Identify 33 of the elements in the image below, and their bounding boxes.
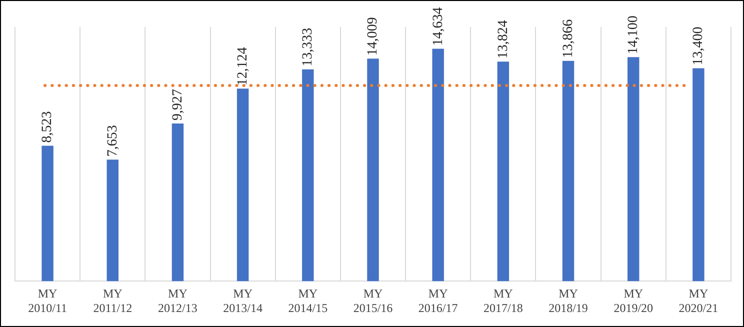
bar — [172, 123, 184, 282]
x-tick-label: MY 2011/12 — [93, 286, 132, 315]
bar — [106, 160, 118, 282]
bar — [628, 57, 640, 282]
bar — [497, 62, 510, 282]
data-label: 9,927 — [170, 88, 186, 120]
bar — [302, 69, 314, 282]
x-tick-label: MY 2019/20 — [614, 286, 654, 315]
bar — [432, 48, 444, 282]
data-label: 14,100 — [626, 16, 642, 54]
data-label: 13,333 — [300, 28, 316, 66]
bar — [562, 60, 574, 282]
data-label: 14,009 — [366, 17, 381, 56]
data-label: 12,124 — [235, 47, 250, 86]
x-tick-label: MY 2014/15 — [288, 286, 328, 315]
bar — [42, 146, 54, 282]
data-label: 14,634 — [430, 7, 446, 46]
bar — [236, 88, 249, 282]
x-tick-label: MY 2012/13 — [158, 286, 198, 315]
data-label: 8,523 — [40, 111, 56, 143]
x-tick-label: MY 2016/17 — [418, 286, 458, 315]
data-label: 13,824 — [496, 20, 511, 59]
x-tick-label: MY 2015/16 — [353, 286, 393, 315]
x-tick-label: MY 2017/18 — [484, 286, 523, 315]
bar — [692, 68, 704, 282]
data-label: 7,653 — [105, 125, 120, 157]
data-label: 13,866 — [560, 19, 576, 58]
bar — [367, 58, 379, 282]
x-tick-label: MY 2013/14 — [223, 286, 262, 315]
x-tick-label: MY 2020/21 — [678, 286, 718, 315]
x-tick-label: MY 2010/11 — [28, 286, 67, 315]
x-tick-label: MY 2018/19 — [548, 286, 588, 315]
data-label: 13,400 — [691, 26, 706, 66]
